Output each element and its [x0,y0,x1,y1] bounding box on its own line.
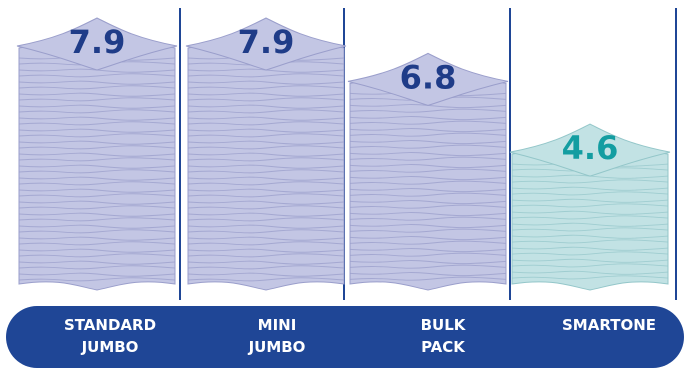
bar-bulk-pack [347,52,509,291]
category-label-smartone: SMARTONE [562,316,656,334]
value-label-bulk-pack: 6.8 [400,58,457,96]
category-label-standard-jumbo: STANDARD JUMBO [63,316,157,356]
category-label-bulk-pack: BULK PACK [420,316,466,356]
category-axis-band: STANDARD JUMBO MINI JUMBO BULK PACK SMAR… [6,306,684,368]
value-label-mini-jumbo: 7.9 [238,23,295,61]
value-labels: 7.9 7.9 6.8 4.6 [69,23,619,167]
sheet-lines-standard-jumbo [18,56,176,282]
bar-stacks [16,17,671,291]
bar-standard-jumbo [16,17,178,291]
bar-mini-jumbo [185,17,347,291]
sheet-lines-bulk-pack [349,92,507,281]
sheet-lines-mini-jumbo [187,56,345,282]
value-label-smartone: 4.6 [562,129,619,167]
bar-smartone [509,123,671,291]
value-label-standard-jumbo: 7.9 [69,23,126,61]
category-label-mini-jumbo: MINI JUMBO [248,316,306,356]
